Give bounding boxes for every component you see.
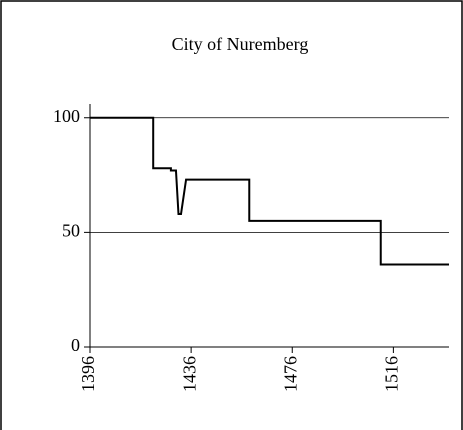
line-series	[90, 116, 449, 266]
x-tick-label: 1396	[78, 356, 98, 392]
x-tick-label: 1436	[179, 356, 199, 392]
chart-title: City of Nuremberg	[172, 34, 309, 54]
x-tick-label: 1476	[280, 356, 300, 392]
y-tick-label: 50	[62, 221, 80, 241]
y-tick-label: 0	[71, 335, 80, 355]
y-tick-label: 100	[53, 106, 80, 126]
x-tick-label: 1516	[382, 356, 402, 392]
